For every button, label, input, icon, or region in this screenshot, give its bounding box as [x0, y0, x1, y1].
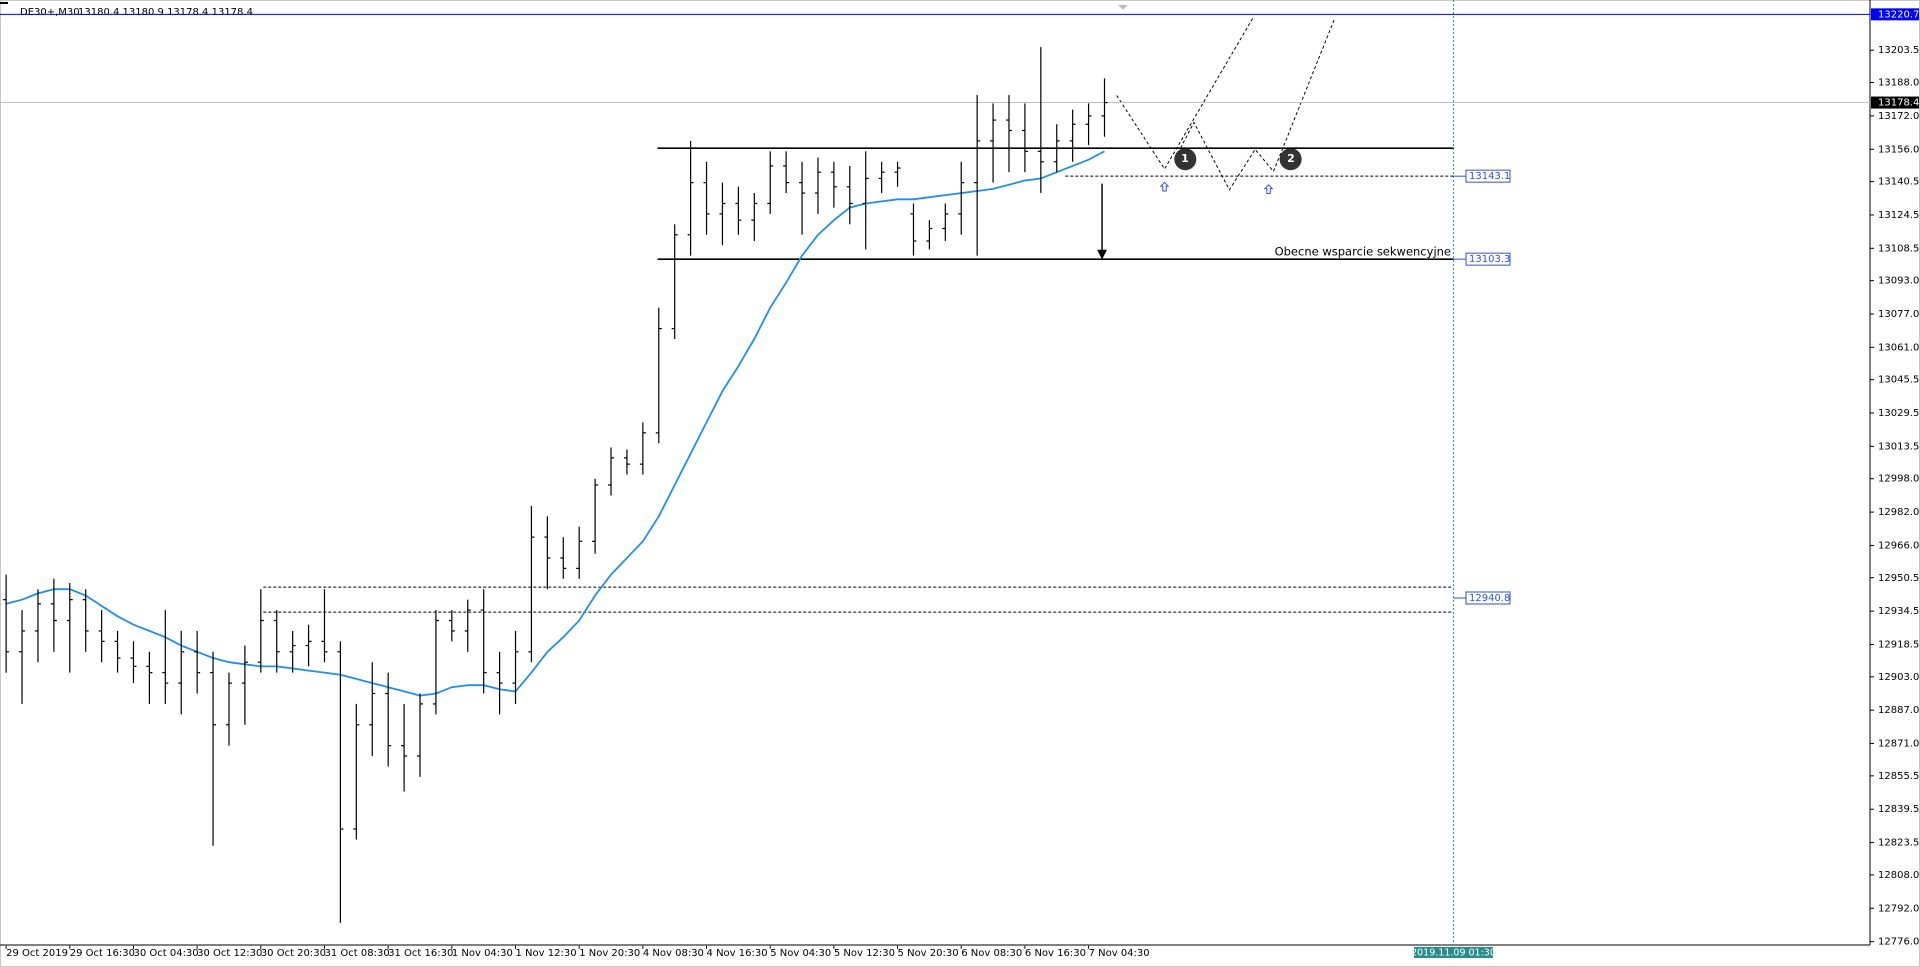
level-label: 13220.7 — [1878, 9, 1919, 20]
x-tick-label: 1 Nov 20:30 — [579, 948, 640, 959]
level-label-box — [1871, 8, 1919, 21]
y-tick-label: 13124.5 — [1878, 210, 1919, 221]
y-tick-label: 12950.5 — [1878, 573, 1919, 584]
y-tick-label: 12903.0 — [1878, 672, 1919, 683]
x-tick-label: 29 Oct 2019 — [6, 948, 68, 959]
x-tick-label: 30 Oct 12:30 — [197, 948, 262, 959]
marker-circle — [1279, 148, 1302, 171]
header-icon — [0, 2, 8, 4]
y-tick-label: 13140.5 — [1878, 177, 1919, 188]
projection-path — [1177, 18, 1336, 191]
y-tick-label: 12808.0 — [1878, 870, 1919, 881]
y-tick-label: 12792.0 — [1878, 903, 1919, 914]
down-arrow-head — [1097, 249, 1107, 260]
y-tick-label: 13013.5 — [1878, 441, 1919, 452]
y-tick-label: 13203.5 — [1878, 45, 1919, 56]
x-tick-label: 7 Nov 04:30 — [1089, 948, 1150, 959]
x-tick-label: 4 Nov 16:30 — [707, 948, 768, 959]
level-label-box — [1871, 96, 1919, 109]
x-tick-label: 4 Nov 08:30 — [643, 948, 704, 959]
level-label: 13103.3 — [1469, 254, 1510, 265]
x-tick-label: 30 Oct 04:30 — [133, 948, 198, 959]
x-tick-label: 1 Nov 12:30 — [516, 948, 577, 959]
x-tick-label: 31 Oct 08:30 — [324, 948, 389, 959]
marker-circle — [1174, 148, 1197, 171]
level-label: 12940.8 — [1469, 593, 1510, 604]
projection-path — [1116, 18, 1254, 170]
level-label-box — [1465, 591, 1511, 605]
y-tick-label: 12839.5 — [1878, 804, 1919, 815]
y-tick-label: 12871.0 — [1878, 739, 1919, 750]
projection — [1097, 4, 1336, 260]
y-tick-label: 13029.5 — [1878, 408, 1919, 419]
x-tick-label: 1 Nov 04:30 — [452, 948, 513, 959]
up-arrow — [1159, 181, 1170, 192]
y-tick-label: 12887.0 — [1878, 705, 1919, 716]
y-tick-label: 12823.5 — [1878, 838, 1919, 849]
y-tick-label: 12855.5 — [1878, 771, 1919, 782]
annotation: Obecne wsparcie sekwencyjne — [1275, 245, 1451, 259]
y-tick-label: 12918.5 — [1878, 639, 1919, 650]
y-tick-label: 12998.0 — [1878, 474, 1919, 485]
x-tick-label: 31 Oct 16:30 — [388, 948, 453, 959]
x-tick-label: 29 Oct 16:30 — [70, 948, 135, 959]
level-label-box — [1465, 169, 1511, 183]
x-tick-label: 5 Nov 12:30 — [834, 948, 895, 959]
x-tick-label: 5 Nov 20:30 — [898, 948, 959, 959]
y-tick-label: 13108.5 — [1878, 243, 1919, 254]
up-arrow — [1263, 184, 1274, 194]
x-tick-label: 5 Nov 04:30 — [770, 948, 831, 959]
y-tick-label: 13188.0 — [1878, 78, 1919, 89]
x-tick-label: 6 Nov 08:30 — [961, 948, 1022, 959]
y-tick-label: 12966.0 — [1878, 540, 1919, 551]
y-tick-label: 13172.0 — [1878, 111, 1919, 122]
y-tick-label: 13045.5 — [1878, 375, 1919, 386]
y-tick-label: 12776.0 — [1878, 937, 1919, 948]
cursor-time: 2019.11.09 01:30 — [1411, 948, 1496, 959]
marker-label: 2 — [1287, 152, 1295, 165]
header-symbol: DE30+,M30 — [20, 7, 80, 18]
shift-marker — [1117, 4, 1128, 10]
y-tick-label: 12982.0 — [1878, 507, 1919, 518]
y-tick-label: 12934.5 — [1878, 606, 1919, 617]
marker-label: 1 — [1181, 152, 1189, 165]
level-label-box — [1465, 252, 1511, 266]
y-tick-label: 13061.0 — [1878, 342, 1919, 353]
cursor-time-box — [1414, 947, 1493, 958]
header-quote: 13180.4 13180.9 13178.4 13178.4 — [78, 7, 253, 18]
x-tick-label: 6 Nov 16:30 — [1025, 948, 1086, 959]
level-label: 13143.1 — [1469, 171, 1510, 182]
x-tick-label: 30 Oct 20:30 — [261, 948, 326, 959]
y-tick-label: 13077.0 — [1878, 309, 1919, 320]
level-label: 13178.4 — [1878, 98, 1919, 109]
moving-average — [5, 150, 1105, 697]
y-tick-label: 13093.0 — [1878, 276, 1919, 287]
y-tick-label: 13156.0 — [1878, 144, 1919, 155]
